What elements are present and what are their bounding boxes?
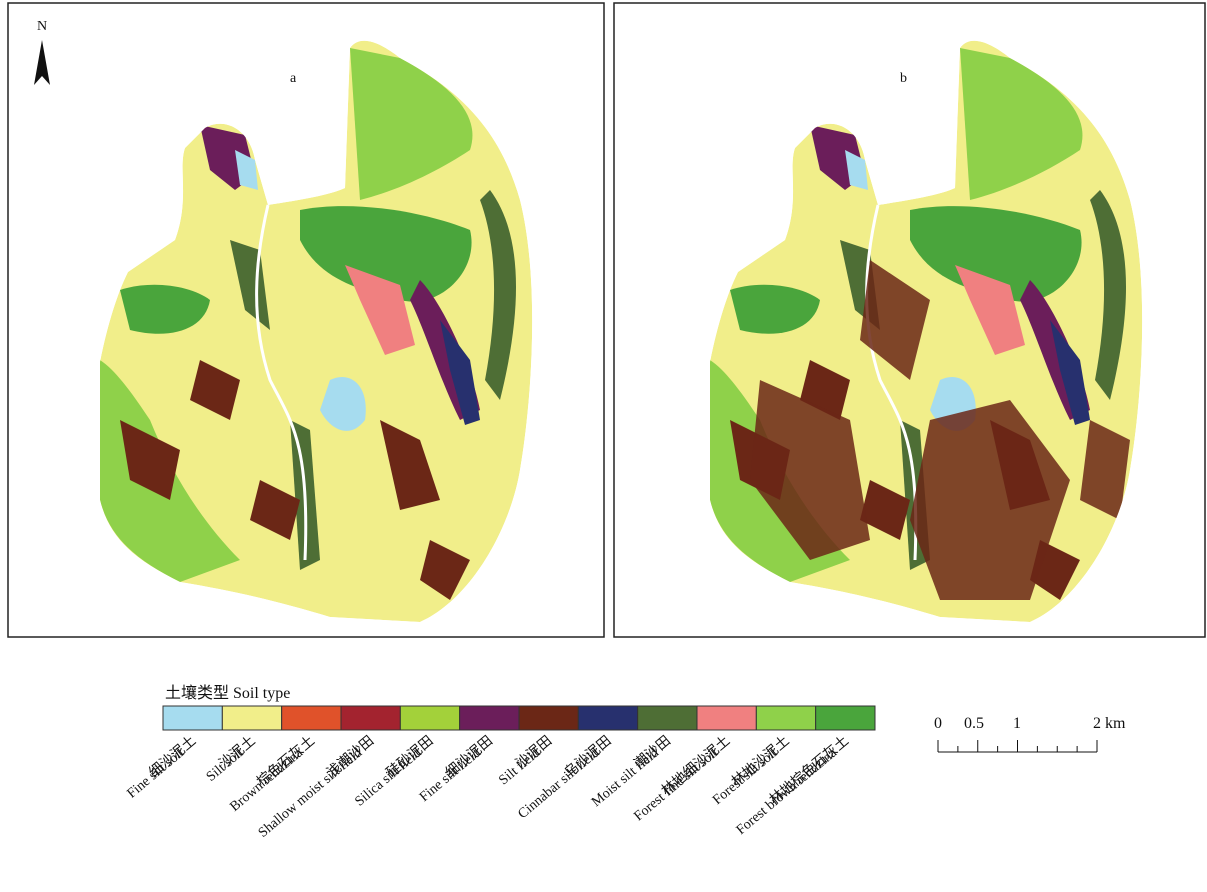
- legend-swatch: [578, 706, 637, 730]
- legend-label-en: Fine silt soil: [125, 746, 188, 802]
- scale-bar: 0 0.5 1 2 km: [934, 715, 1126, 752]
- legend-label-en: Silt soil: [204, 746, 247, 785]
- soil-map: [100, 41, 532, 622]
- legend-swatch: [341, 706, 400, 730]
- scale-label: 1: [1013, 715, 1021, 732]
- legend-title: 土壤类型 Soil type: [165, 683, 290, 702]
- legend-swatch: [460, 706, 519, 730]
- legend-swatch: [756, 706, 815, 730]
- legend-swatch: [163, 706, 222, 730]
- legend-swatch: [697, 706, 756, 730]
- legend-label-en: Forest brown rendzina: [734, 745, 841, 838]
- panel-label: a: [290, 71, 297, 86]
- soil-map: [710, 41, 1142, 622]
- legend-label-en: Shallow moist silt field: [256, 746, 365, 841]
- scale-label: 0.5: [964, 715, 984, 732]
- legend-swatch: [400, 706, 459, 730]
- legend-swatch: [282, 706, 341, 730]
- legend-label-en: Fine silt field: [417, 746, 484, 805]
- north-arrow: [34, 40, 50, 85]
- scale-label: 2 km: [1093, 715, 1126, 732]
- legend-swatch: [816, 706, 875, 730]
- legend-swatch: [638, 706, 697, 730]
- panel-label: b: [900, 71, 907, 86]
- legend-swatch: [519, 706, 578, 730]
- scale-label: 0: [934, 715, 942, 732]
- figure: N a b 土壤类型 Soil type 细沙泥土Fine silt soil沙…: [0, 0, 1207, 887]
- legend-swatch: [222, 706, 281, 730]
- legend-label-en: Silt field: [496, 746, 543, 789]
- north-label: N: [37, 19, 47, 34]
